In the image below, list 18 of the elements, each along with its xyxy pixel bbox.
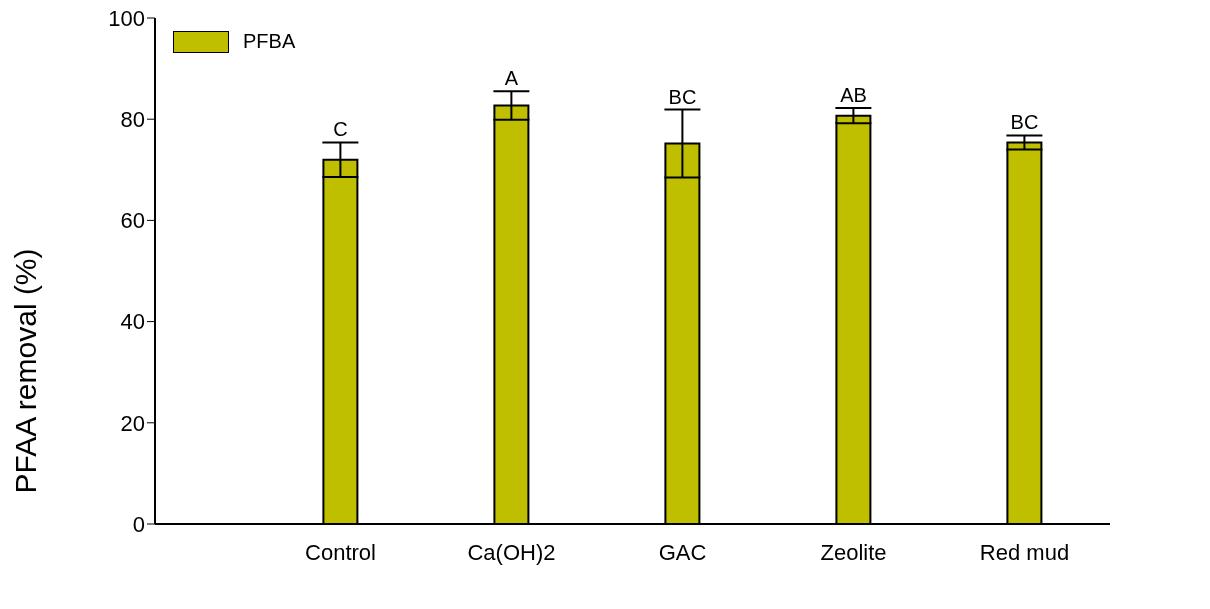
y-tick-label: 60 [120,208,145,234]
x-tick-label: Red mud [979,539,1070,565]
legend-label: PFBA [243,30,296,53]
x-tick-label: Control [305,539,376,565]
y-tick-label: 40 [120,309,145,335]
y-tick-label: 20 [120,410,145,436]
x-tick-label: GAC [658,539,707,565]
x-tick-label: Zeolite [820,539,887,565]
annotation: C [333,118,348,141]
x-tick-label: Ca(OH)2 [467,539,556,565]
annotation: BC [668,85,697,108]
annotation: BC [1010,111,1039,134]
y-tick-label: 0 [132,511,145,537]
y-tick-label: 100 [108,5,145,31]
y-axis-title: PFAA removal (%) [8,248,42,494]
annotation: AB [840,84,867,107]
annotation: A [504,67,519,90]
y-tick-label: 80 [120,107,145,133]
